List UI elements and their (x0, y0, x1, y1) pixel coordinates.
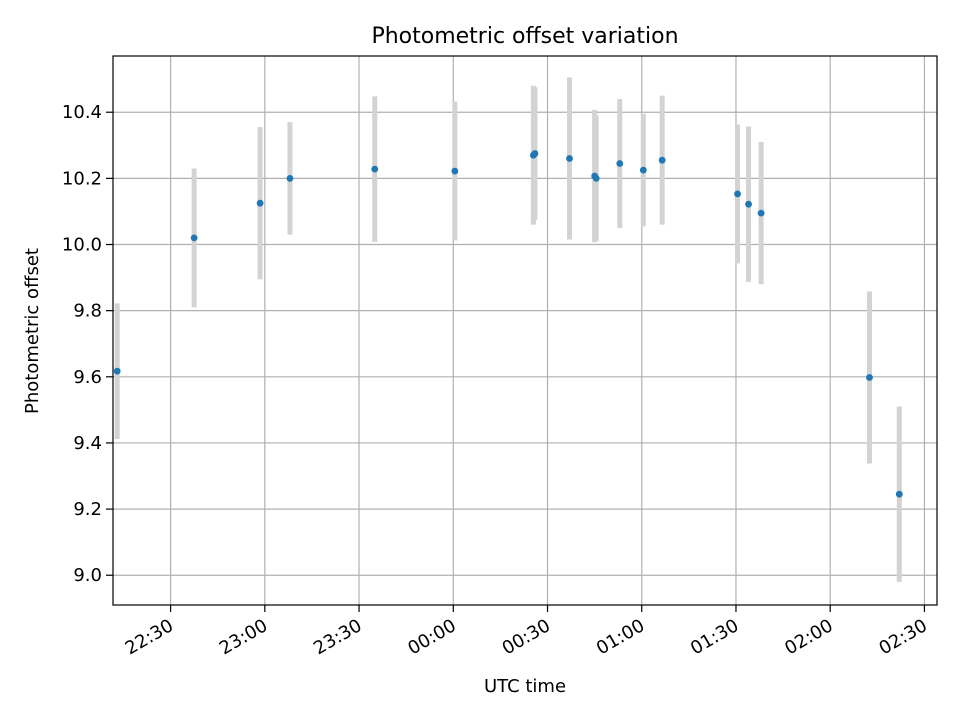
data-point (566, 155, 573, 162)
data-point (256, 199, 264, 207)
data-point (734, 190, 741, 198)
data-point (592, 174, 600, 182)
data-point (658, 156, 666, 164)
data-point (639, 166, 647, 174)
y-tick-label: 9.4 (73, 433, 102, 454)
y-axis-label: Photometric offset (22, 248, 43, 414)
y-tick-label: 9.8 (73, 301, 102, 322)
data-point (895, 490, 903, 498)
data-point (616, 160, 624, 167)
data-point (757, 209, 765, 217)
data-point (451, 167, 459, 175)
data-point (371, 165, 379, 173)
plot-frame (112, 55, 938, 606)
y-tick-label: 9.0 (73, 565, 102, 586)
y-axis-ticks: 9.0 9.2 9.4 9.6 9.8 10.0 10.2 10.4 (62, 102, 113, 586)
x-axis-label: UTC time (484, 676, 566, 697)
y-tick-label: 10.4 (62, 102, 102, 123)
data-point (286, 174, 294, 182)
data-point (745, 200, 752, 208)
data-point (190, 234, 198, 242)
y-tick-label: 9.6 (73, 367, 102, 388)
y-tick-label: 10.2 (62, 168, 102, 189)
data-point (113, 367, 121, 375)
y-tick-label: 9.2 (73, 499, 102, 520)
chart-title: Photometric offset variation (371, 24, 678, 49)
y-tick-label: 10.0 (62, 235, 102, 256)
data-point (531, 150, 539, 157)
data-points (113, 150, 903, 498)
data-point (866, 374, 873, 381)
